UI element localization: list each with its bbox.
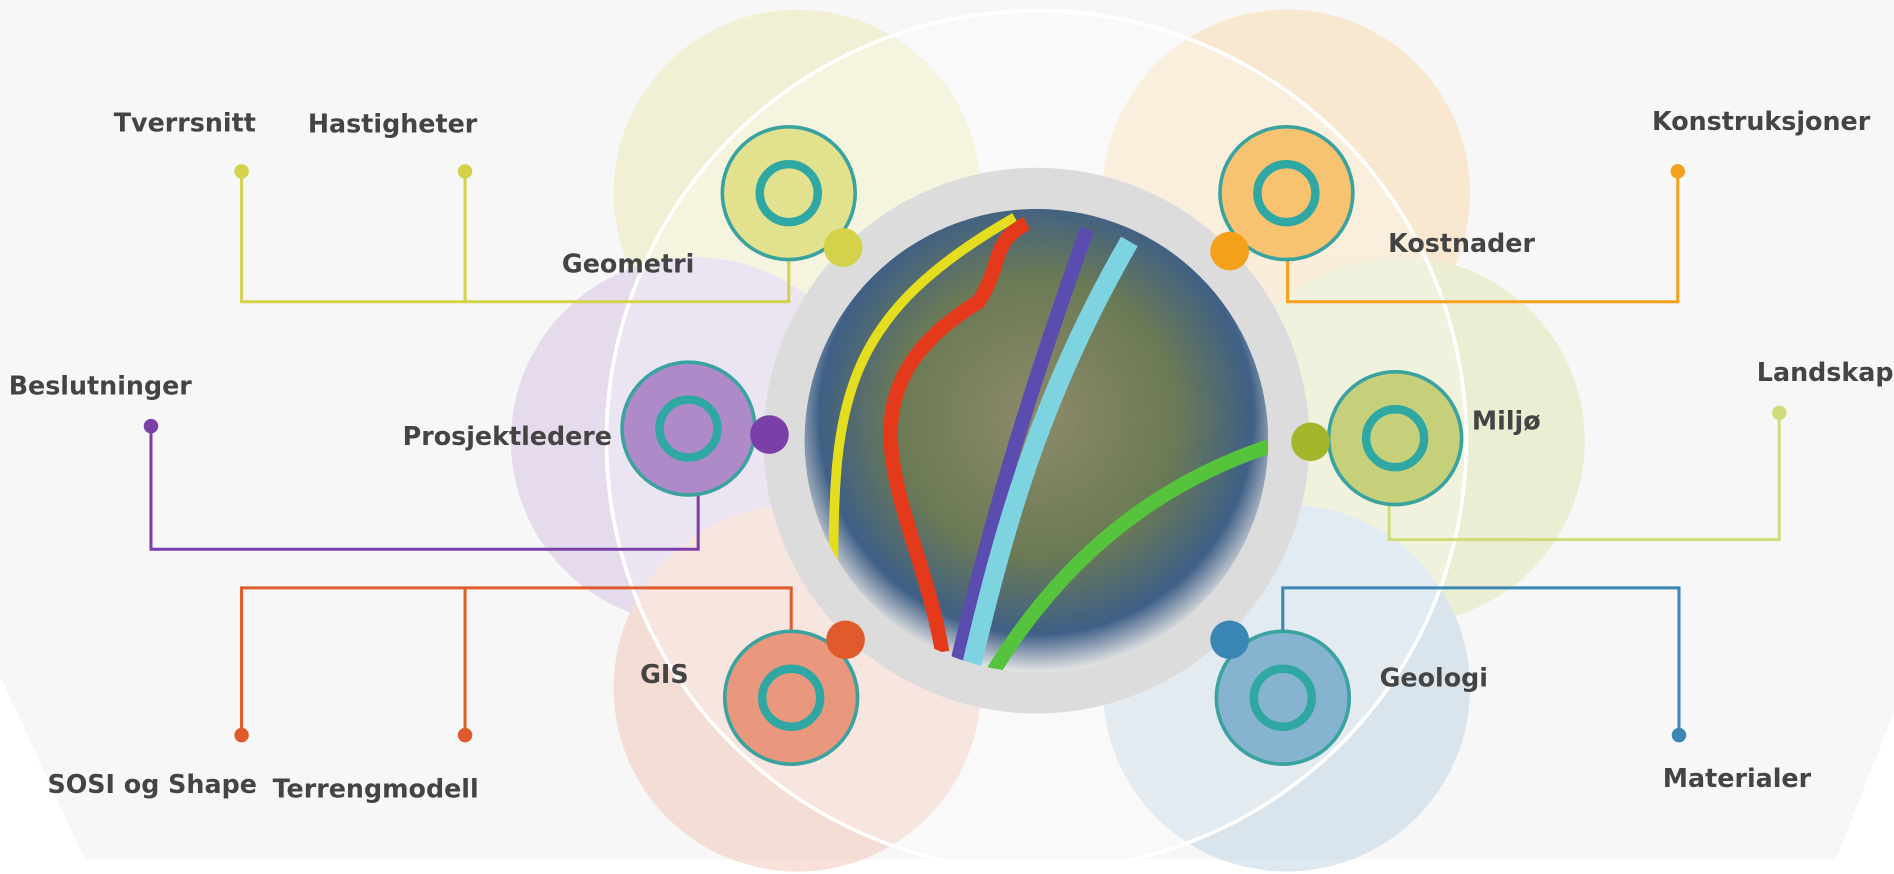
leaf-label: Konstruksjoner <box>1652 106 1871 136</box>
hub-photo <box>622 362 755 495</box>
hub-label: Miljø <box>1472 406 1541 436</box>
leaf-dot <box>458 164 472 178</box>
hub-label: Prosjektledere <box>403 421 612 451</box>
hub-dot <box>826 620 865 659</box>
hub-label: GIS <box>640 659 689 689</box>
leaf-label: Beslutninger <box>9 371 193 401</box>
leaf-dot <box>234 164 248 178</box>
hub-dot <box>1210 620 1249 659</box>
leaf-label: Materialer <box>1663 763 1812 793</box>
hub-dot <box>750 415 789 454</box>
hub-photo <box>1329 372 1462 505</box>
leaf-dot <box>1772 406 1786 420</box>
leaf-dot <box>144 419 158 433</box>
hub-label: Kostnader <box>1388 228 1535 258</box>
leaf-label: SOSI og Shape <box>47 769 256 799</box>
leaf-label: Landskap <box>1757 357 1894 387</box>
diagram: Geometri Tverrsnitt Hastigheter Prosjektled… <box>0 0 1894 874</box>
hub-dot <box>1210 232 1249 271</box>
leaf-dot <box>234 728 248 742</box>
hub-dot <box>824 228 863 267</box>
hub-dot <box>1291 423 1330 462</box>
leaf-dot <box>1671 164 1685 178</box>
leaf-label: Tverrsnitt <box>114 107 256 137</box>
leaf-label: Terrengmodell <box>273 774 479 804</box>
hub-label: Geologi <box>1380 663 1488 693</box>
leaf-label: Hastigheter <box>308 109 478 139</box>
leaf-dot <box>1672 728 1686 742</box>
leaf-dot <box>458 728 472 742</box>
hub-label: Geometri <box>562 249 694 279</box>
